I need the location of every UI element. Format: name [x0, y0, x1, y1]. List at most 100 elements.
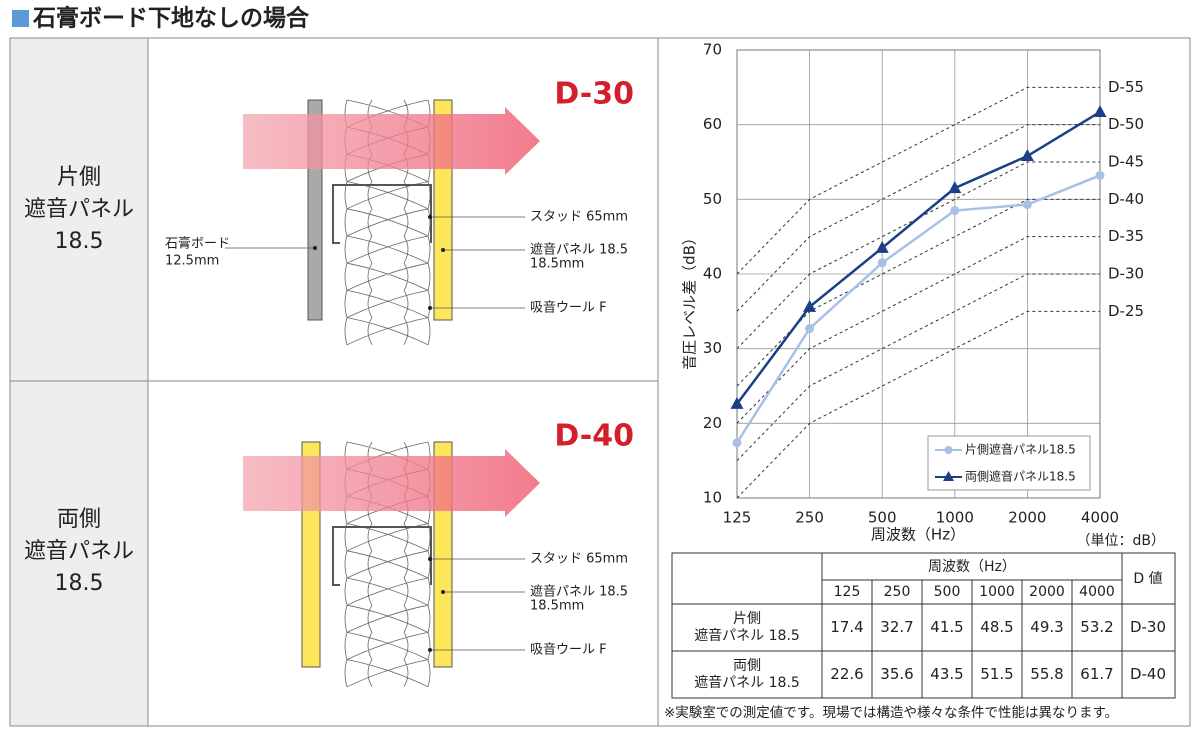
x-tick-label: 500 [868, 509, 897, 527]
x-tick-label: 2000 [1008, 509, 1046, 527]
table-border [671, 552, 1176, 699]
frame [9, 37, 1191, 727]
table-unit: （単位：dB） [1077, 533, 1166, 549]
callout: スタッド 65mm [530, 210, 628, 225]
callout: 12.5mm [165, 254, 219, 269]
reference-label: D-40 [1108, 190, 1144, 208]
stud [332, 526, 432, 586]
legend-marker [943, 471, 954, 481]
sound-arrow [243, 449, 540, 517]
reference-curve [737, 86, 1100, 275]
table-value: 22.6 [830, 665, 863, 683]
table-freq: 2000 [1029, 584, 1065, 600]
sound-arrow [243, 107, 540, 175]
table-row-label: 遮音パネル 18.5 [694, 674, 800, 691]
table-rating: D-40 [1130, 665, 1166, 683]
y-tick-label: 40 [703, 265, 722, 283]
row-label: 片側 [57, 165, 101, 190]
legend-label: 片側遮音パネル18.5 [965, 442, 1076, 457]
row-label: 遮音パネル [24, 197, 134, 222]
table-freq: 250 [884, 584, 911, 600]
table-value: 61.7 [1080, 665, 1113, 683]
table-value: 43.5 [930, 665, 963, 683]
callout: 18.5mm [530, 599, 584, 614]
page-title: 石膏ボード下地なしの場合 [32, 5, 310, 32]
legend-box [927, 435, 1091, 491]
data-point [1020, 149, 1034, 162]
callout: 吸音ウール F [530, 642, 607, 658]
table-freq: 1000 [979, 584, 1015, 600]
y-tick-label: 70 [703, 41, 722, 59]
table-value: 41.5 [930, 618, 963, 636]
rating: D-40 [554, 419, 634, 454]
x-tick-label: 1000 [936, 509, 974, 527]
table-row-label: 片側 [733, 611, 761, 627]
leader-dot [428, 306, 432, 310]
data-point [948, 181, 962, 194]
callout: 吸音ウール F [530, 300, 607, 316]
leader-dot [441, 248, 445, 252]
table-value: 53.2 [1080, 618, 1113, 636]
leader-dot [428, 557, 432, 561]
leader-dot [428, 215, 432, 219]
data-point [1022, 200, 1032, 210]
table-row-label: 両側 [733, 658, 761, 674]
x-tick-label: 250 [795, 509, 824, 527]
row-label: 18.5 [55, 571, 104, 596]
leader-dot [313, 246, 317, 250]
leader-dot [428, 648, 432, 652]
callout: 遮音パネル 18.5 [530, 584, 628, 600]
table-row-label: 遮音パネル 18.5 [694, 627, 800, 644]
row-label: 18.5 [55, 229, 104, 254]
table-header: 周波数（Hz） [928, 559, 1016, 575]
x-tick-label: 125 [723, 509, 752, 527]
reference-label: D-50 [1108, 115, 1144, 133]
reference-curve [737, 124, 1100, 312]
y-tick-label: 30 [703, 339, 722, 357]
y-tick-label: 60 [703, 115, 722, 133]
table-value: 51.5 [980, 665, 1013, 683]
data-point [877, 258, 887, 268]
y-axis-label: 音圧レベル差（dB） [681, 230, 699, 370]
data-point [1093, 104, 1107, 117]
legend-marker [944, 446, 953, 454]
data-point [805, 324, 815, 334]
leader-dot [441, 590, 445, 594]
table-value: 17.4 [830, 618, 863, 636]
data-point [730, 396, 744, 409]
row-label: 両側 [57, 507, 101, 532]
table-rating: D-30 [1130, 618, 1166, 636]
table-freq: 500 [934, 584, 961, 600]
data-point [803, 299, 817, 312]
callout: 石膏ボード [165, 236, 230, 252]
table-value: 49.3 [1030, 618, 1063, 636]
y-tick-label: 50 [703, 190, 722, 208]
row-label: 遮音パネル [24, 539, 134, 564]
table-value: 32.7 [880, 618, 913, 636]
series-line [735, 110, 1101, 405]
reference-label: D-35 [1108, 227, 1144, 245]
label-column [10, 38, 148, 726]
reference-label: D-25 [1108, 302, 1144, 320]
table-value: 55.8 [1030, 665, 1063, 683]
callout: 遮音パネル 18.5 [530, 242, 628, 258]
x-tick-label: 4000 [1081, 509, 1119, 527]
data-point [875, 240, 889, 253]
rating: D-30 [554, 77, 634, 112]
table-header: D 値 [1133, 571, 1162, 587]
reference-curve [737, 236, 1100, 424]
y-tick-label: 20 [703, 414, 722, 432]
table-value: 48.5 [980, 618, 1013, 636]
series-line [735, 174, 1101, 444]
table-freq: 125 [834, 584, 861, 600]
note: ※実験室での測定値です。現場では構造や様々な条件で性能は異なります。 [664, 704, 1118, 721]
table-value: 35.6 [880, 665, 913, 683]
reference-label: D-55 [1108, 78, 1144, 96]
reference-curve [737, 273, 1100, 462]
data-point [950, 206, 960, 216]
reference-curve [737, 161, 1100, 350]
y-tick-label: 10 [703, 489, 722, 507]
table-freq: 4000 [1079, 584, 1115, 600]
reference-label: D-45 [1108, 153, 1144, 171]
